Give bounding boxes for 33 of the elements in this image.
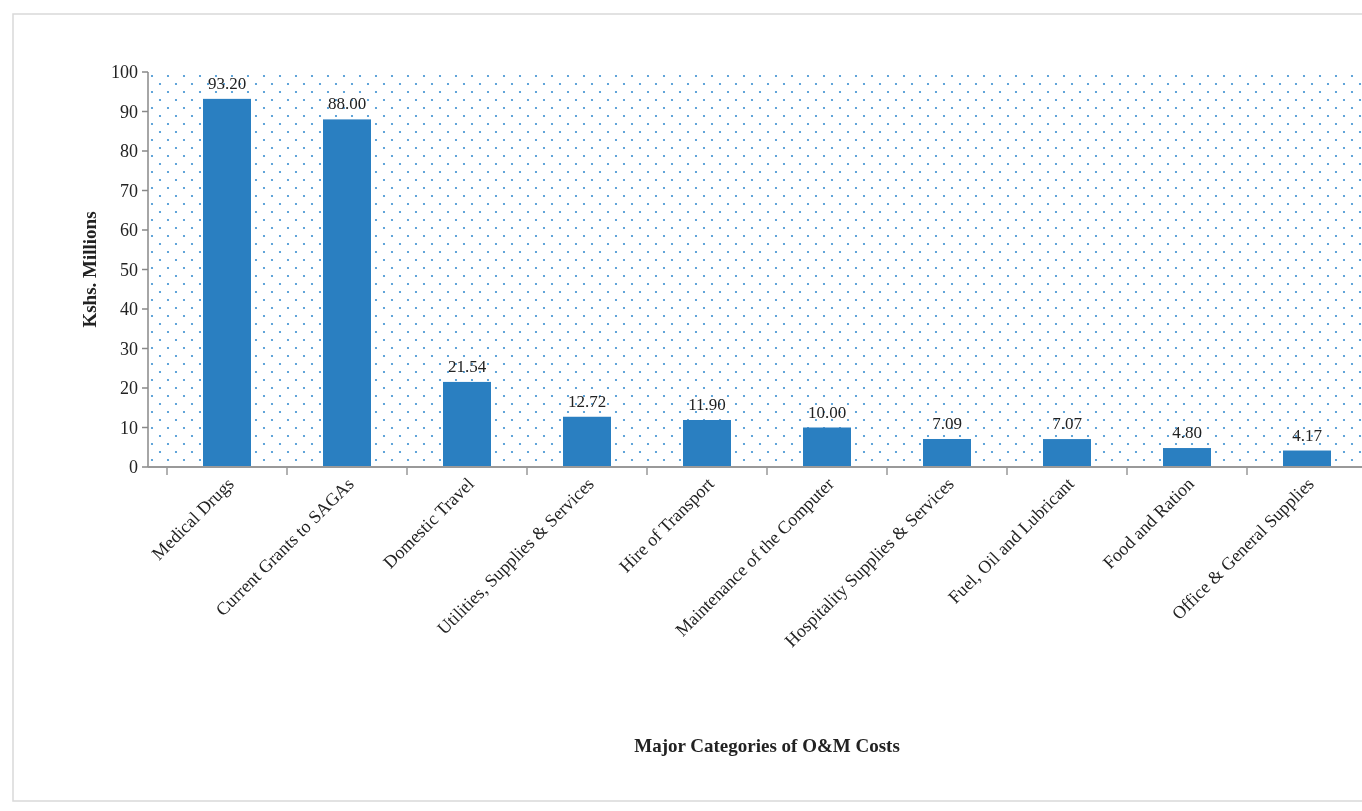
data-label: 11.90	[688, 394, 726, 414]
data-label: 88.00	[327, 94, 367, 114]
y-tick-label: 20	[120, 378, 138, 399]
y-tick-label: 50	[120, 259, 138, 280]
data-label: 10.00	[807, 402, 847, 422]
y-tick-label: 0	[129, 457, 138, 478]
y-tick-label: 80	[120, 141, 138, 162]
bar	[683, 420, 731, 467]
y-tick-label: 40	[120, 299, 138, 320]
bar	[1283, 450, 1331, 467]
bar	[443, 381, 491, 467]
y-tick-label: 100	[111, 62, 138, 83]
data-label: 4.80	[1172, 423, 1202, 443]
bar	[1043, 439, 1091, 467]
data-label: 21.54	[447, 356, 487, 376]
bar	[203, 98, 251, 467]
bar	[323, 119, 371, 467]
data-label: 7.07	[1052, 414, 1083, 434]
y-tick-label: 10	[120, 417, 138, 438]
data-label: 12.72	[567, 391, 607, 411]
y-tick-label: 60	[120, 220, 138, 241]
y-axis-title: Kshs. Millions	[79, 211, 100, 328]
data-label: 4.17	[1292, 425, 1323, 445]
y-tick-label: 30	[120, 338, 138, 359]
y-tick-label: 90	[120, 101, 138, 122]
data-label: 7.09	[932, 413, 962, 433]
bar	[803, 427, 851, 467]
x-axis-title: Major Categories of O&M Costs	[634, 735, 900, 756]
data-label: 93.20	[207, 73, 247, 93]
bar	[923, 439, 971, 467]
bar	[563, 416, 611, 467]
bar	[1163, 448, 1211, 467]
y-tick-label: 70	[120, 180, 138, 201]
